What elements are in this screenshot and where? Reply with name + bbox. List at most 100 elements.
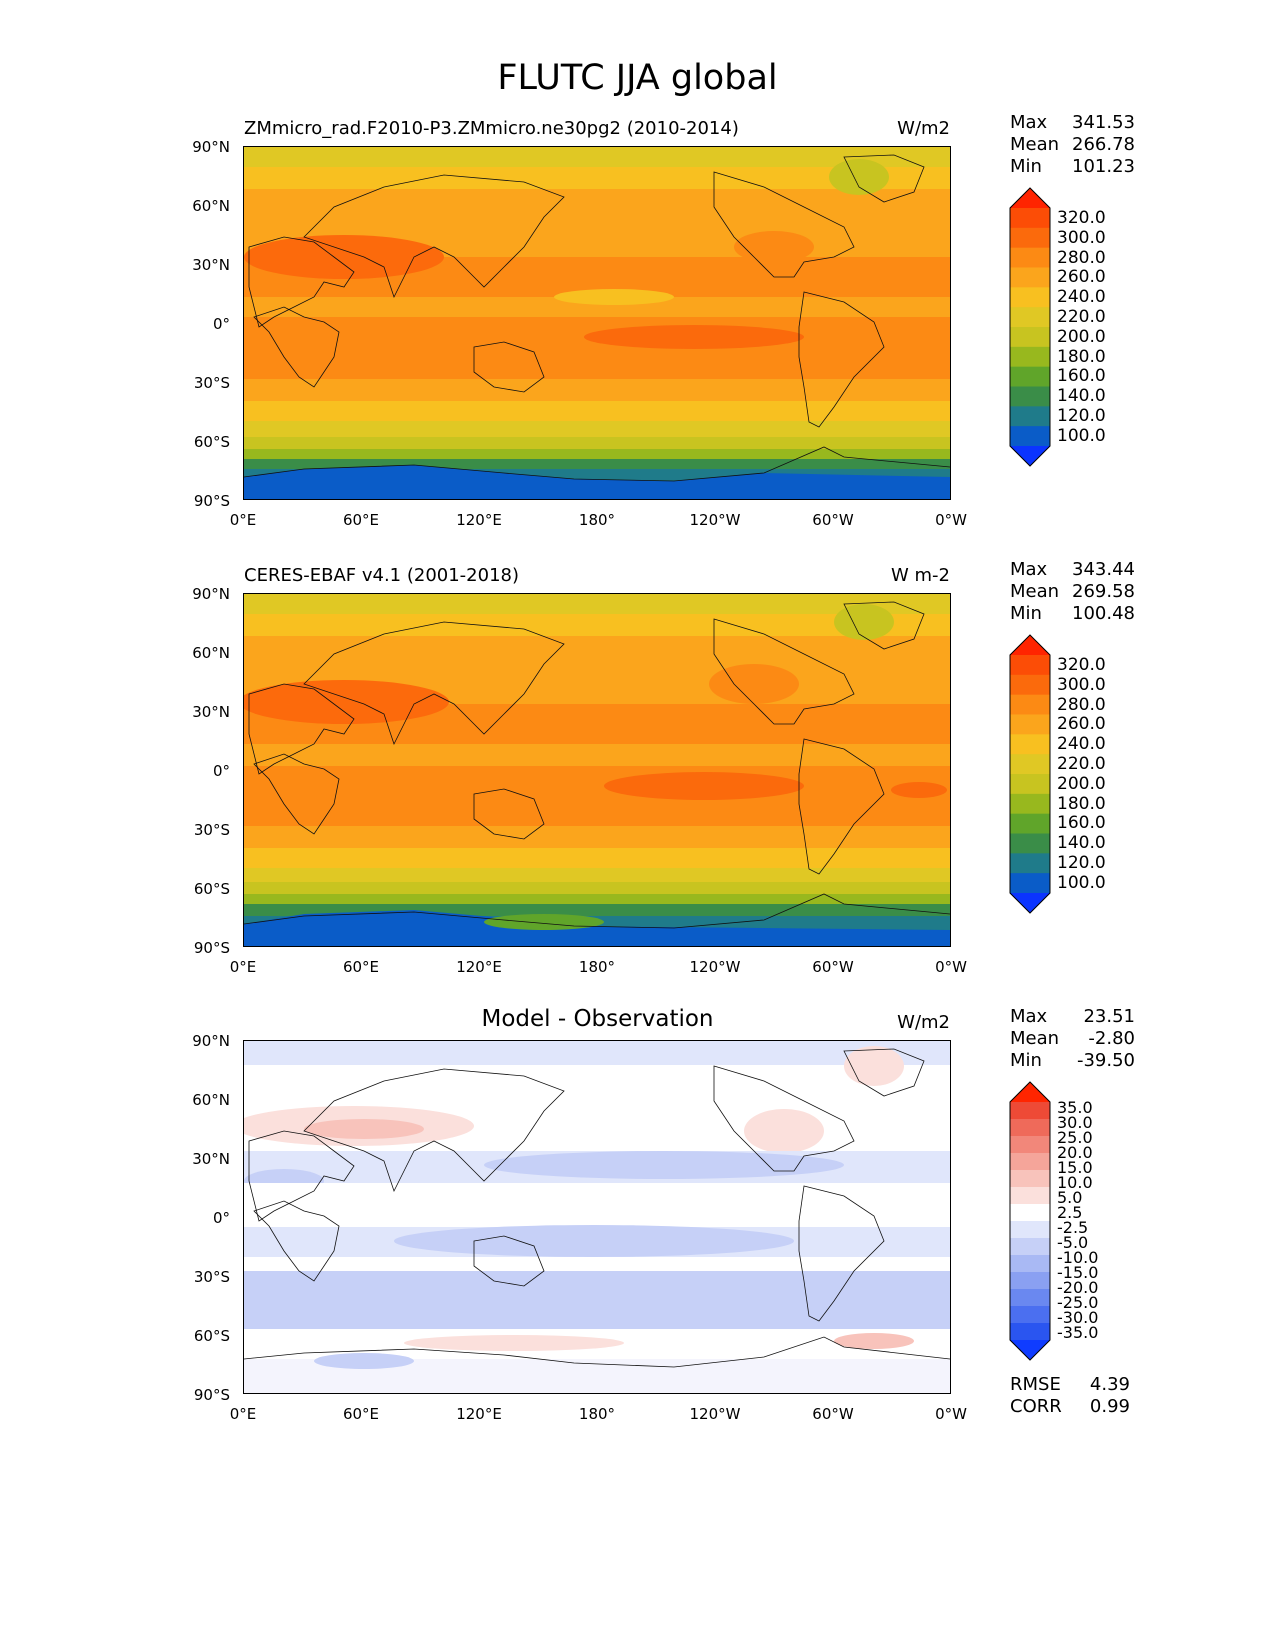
panel1-lon-0w: 0°W — [935, 511, 967, 529]
colorbar-segment — [1010, 655, 1050, 676]
panel1-lat-0: 0° — [212, 315, 230, 333]
cb-label: 320.0 — [1057, 655, 1106, 675]
panel1-lat-90s: 90°S — [193, 492, 230, 510]
panel2-stats: Max 343.44 Mean 269.58 Min 100.48 — [1010, 559, 1135, 625]
panel1-lat-60s: 60°S — [193, 433, 230, 451]
colorbar-segment — [1010, 714, 1050, 735]
colorbar-segment — [1010, 1187, 1050, 1205]
panel2-lon-60w: 60°W — [812, 958, 854, 976]
stat-value: 23.51 — [1083, 1006, 1135, 1027]
stat-label: RMSE — [1010, 1374, 1061, 1395]
colorbar-segment — [1010, 1272, 1050, 1290]
stat-label: CORR — [1010, 1396, 1062, 1417]
colorbar-segment — [1010, 1221, 1050, 1239]
stat-value: 343.44 — [1072, 559, 1135, 580]
colorbar-segment — [1010, 833, 1050, 854]
colorbar-segment — [1010, 1136, 1050, 1154]
cb-label: 260.0 — [1057, 267, 1106, 288]
colorbar-segment — [1010, 813, 1050, 834]
stat-label: Min — [1010, 603, 1042, 624]
colorbar-outline — [1009, 634, 1051, 914]
panel3-lon-60w: 60°W — [812, 1405, 854, 1423]
panel1-lon-0e: 0°E — [229, 511, 257, 529]
cb-label: 35.0 — [1057, 1098, 1093, 1117]
cb-label: 300.0 — [1057, 227, 1106, 248]
colorbar-segment — [1010, 1238, 1050, 1256]
cb-label: -2.5 — [1057, 1218, 1089, 1237]
panel1-stats: Max 341.53 Mean 266.78 Min 101.23 — [1010, 112, 1135, 178]
stat-label: Max — [1010, 559, 1048, 580]
panel3-lon-0e: 0°E — [229, 1405, 257, 1423]
panel1-units: W/m2 — [897, 118, 950, 139]
panel1-lon-60e: 60°E — [342, 511, 380, 529]
panel3-title: Model - Observation — [481, 1006, 714, 1032]
colorbar-segment — [1010, 694, 1050, 715]
panel2-lon-120e: 120°E — [456, 958, 502, 976]
colorbar-segment — [1010, 873, 1050, 894]
cb-label: 180.0 — [1057, 793, 1106, 814]
colorbar-top-cap — [1010, 635, 1050, 655]
colorbar-segment — [1010, 327, 1050, 348]
colorbar-segment — [1010, 734, 1050, 755]
colorbar-outline — [1009, 1081, 1051, 1361]
colorbar-segment — [1010, 1255, 1050, 1273]
cb-label: -20.0 — [1057, 1278, 1099, 1297]
stat-value: -2.80 — [1088, 1028, 1135, 1049]
colorbar-segment — [1010, 1119, 1050, 1137]
panel2-lat-60s: 60°S — [193, 880, 230, 898]
cb-label: 260.0 — [1057, 714, 1106, 735]
stat-value: 269.58 — [1072, 581, 1135, 602]
colorbar-outline — [1009, 187, 1051, 467]
colorbar-segment — [1010, 227, 1050, 249]
stat-label: Max — [1010, 1006, 1048, 1027]
cb-label: 180.0 — [1057, 346, 1106, 367]
figure-title: FLUTC JJA global — [497, 58, 778, 98]
panel2-lon-120w: 120°W — [689, 958, 741, 976]
cb-label: 140.0 — [1057, 833, 1106, 854]
panel3-lat-30n: 30°N — [192, 1150, 230, 1168]
cb-label: 160.0 — [1057, 813, 1106, 834]
cb-label: 280.0 — [1057, 694, 1106, 715]
panel1-map — [243, 146, 951, 500]
cb-label: -30.0 — [1057, 1308, 1099, 1327]
cb-label: -10.0 — [1057, 1248, 1099, 1267]
panel1-colorbar-labels: 320.0 300.0 280.0 260.0 240.0 220.0 200.… — [1057, 210, 1106, 448]
panel3-lon-60e: 60°E — [342, 1405, 380, 1423]
panel1-lat-30s: 30°S — [193, 374, 230, 392]
cb-label: 220.0 — [1057, 306, 1106, 327]
cb-label: 30.0 — [1057, 1113, 1093, 1132]
panel1-lat-60n: 60°N — [192, 197, 230, 215]
colorbar-segment — [1010, 426, 1050, 447]
colorbar-segment — [1010, 386, 1050, 407]
panel2-lat-0: 0° — [212, 762, 230, 780]
colorbar-bottom-cap — [1010, 1340, 1050, 1360]
stat-value: 100.48 — [1072, 603, 1135, 624]
panel3-lat-60s: 60°S — [193, 1327, 230, 1345]
panel3-units: W/m2 — [897, 1012, 950, 1033]
cb-label: 120.0 — [1057, 405, 1106, 426]
panel3-lon-0w: 0°W — [935, 1405, 967, 1423]
panel3-stats: Max 23.51 Mean -2.80 Min -39.50 — [1010, 1006, 1135, 1072]
stat-label: Min — [1010, 1050, 1042, 1071]
panel2-lat-90n: 90°N — [192, 585, 230, 603]
colorbar-segment — [1010, 267, 1050, 288]
colorbar-segment — [1010, 1170, 1050, 1188]
cb-label: 240.0 — [1057, 287, 1106, 308]
colorbar-top-cap — [1010, 1082, 1050, 1102]
colorbar-segment — [1010, 853, 1050, 874]
colorbar-segment — [1010, 754, 1050, 775]
panel1-lon-120w: 120°W — [689, 511, 741, 529]
panel3-lon-120w: 120°W — [689, 1405, 741, 1423]
stat-label: Max — [1010, 112, 1048, 133]
cb-label: 100.0 — [1057, 425, 1106, 446]
panel2-lat-60n: 60°N — [192, 644, 230, 662]
colorbar-segment — [1010, 247, 1050, 268]
panel2-lat-30n: 30°N — [192, 703, 230, 721]
stat-value: 101.23 — [1072, 156, 1135, 177]
cb-label: 280.0 — [1057, 247, 1106, 268]
stat-value: 266.78 — [1072, 134, 1135, 155]
colorbar-segment — [1010, 406, 1050, 427]
cb-label: -5.0 — [1057, 1233, 1089, 1252]
cb-label: 20.0 — [1057, 1143, 1093, 1162]
panel3-error-stats: RMSE 4.39 CORR 0.99 — [1010, 1374, 1130, 1418]
